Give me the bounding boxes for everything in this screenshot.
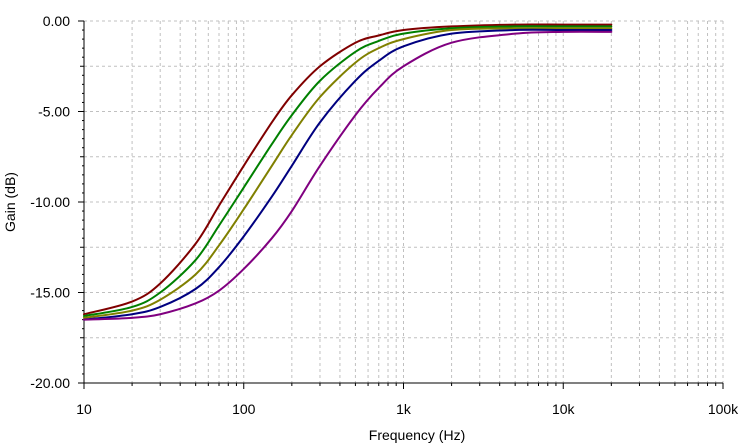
y-tick-label: -15.00 — [30, 285, 70, 301]
x-tick-label: 100 — [232, 401, 256, 417]
tick-labels: 10 100 1k 10k 100k 0.00 -5.00 -10.00 -15.00 -20.0… — [30, 13, 739, 417]
series-line-3 — [83, 27, 613, 319]
series-line-2 — [83, 25, 613, 318]
y-tick-label: -10.00 — [30, 194, 70, 210]
series-line-5 — [83, 30, 613, 321]
x-tick-label: 100k — [708, 401, 739, 417]
x-tick-label: 10 — [76, 401, 92, 417]
x-tick-label: 1k — [396, 401, 412, 417]
series-line-1 — [83, 23, 613, 316]
x-axis-title: Frequency (Hz) — [369, 427, 465, 443]
series-lines — [83, 23, 613, 321]
y-axis-title: Gain (dB) — [2, 172, 18, 232]
y-tick-label: -5.00 — [38, 104, 70, 120]
y-tick-label: -20.00 — [30, 375, 70, 391]
grid — [84, 20, 724, 383]
axes — [78, 20, 724, 389]
x-tick-label: 10k — [552, 401, 576, 417]
series-line-4 — [83, 28, 613, 321]
y-tick-label: 0.00 — [43, 13, 70, 29]
